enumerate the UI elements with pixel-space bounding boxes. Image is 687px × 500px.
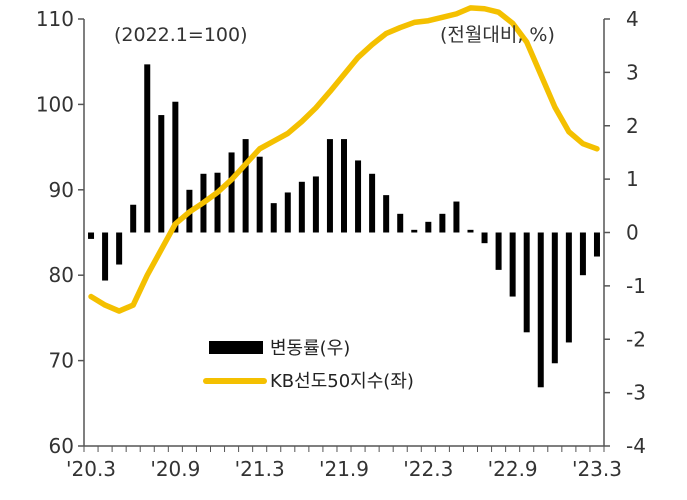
- bar: [537, 232, 544, 388]
- bar: [158, 115, 165, 233]
- bar: [341, 139, 347, 233]
- bar: [467, 229, 474, 233]
- bar: [439, 213, 446, 233]
- right-tick-label: 2: [626, 114, 639, 138]
- bar: [551, 232, 558, 364]
- bar: [130, 204, 137, 233]
- right-axis-ticks: -4 -3 -2 -1 0 1 2 3 4: [604, 7, 646, 458]
- bar: [270, 203, 277, 233]
- right-tick-label: -3: [626, 381, 646, 405]
- bar: [411, 229, 418, 233]
- bar: [481, 232, 488, 244]
- left-tick-label: 100: [36, 92, 74, 116]
- right-tick-label: 0: [626, 221, 639, 245]
- bar: [425, 221, 432, 233]
- legend-bar-label: 변동률(우): [270, 338, 350, 359]
- right-tick-label: 4: [626, 7, 639, 31]
- legend: 변동률(우) KB선도50지수(좌): [203, 338, 414, 392]
- left-axis-ticks: 60 70 80 90 100 110: [36, 7, 84, 458]
- bar: [284, 192, 291, 233]
- right-tick-label: 1: [626, 167, 639, 191]
- bar: [509, 232, 516, 297]
- bar: [355, 160, 362, 233]
- bar: [565, 232, 572, 343]
- bar: [453, 201, 460, 233]
- x-tick-label: '22.3: [403, 457, 453, 481]
- bar: [242, 139, 249, 233]
- x-tick-label: '21.9: [319, 457, 369, 481]
- x-axis-ticks: '20.3 '20.9 '21.3 '21.9 '22.3 '22.9 '23.3: [66, 446, 622, 481]
- bar: [144, 64, 151, 233]
- left-tick-label: 60: [49, 434, 74, 458]
- bar: [369, 173, 376, 233]
- right-tick-label: -4: [626, 434, 646, 458]
- left-tick-label: 110: [36, 7, 74, 31]
- bar: [383, 195, 390, 233]
- x-tick-label: '22.9: [488, 457, 538, 481]
- left-tick-label: 90: [49, 178, 74, 202]
- bar: [312, 176, 319, 233]
- right-tick-label: 3: [626, 60, 639, 84]
- line-series-layer: [88, 5, 600, 314]
- right-tick-label: -1: [626, 274, 646, 298]
- bar: [326, 139, 333, 233]
- bar: [298, 181, 305, 233]
- bar: [88, 232, 95, 239]
- bar: [116, 232, 123, 265]
- bar-series: [88, 64, 600, 388]
- bar: [214, 172, 221, 233]
- bar: [579, 232, 586, 276]
- bar: [397, 213, 404, 233]
- legend-bar-swatch: [209, 341, 263, 354]
- x-tick-label: '21.3: [235, 457, 285, 481]
- bar: [256, 156, 263, 233]
- note-right: (전월대비, %): [440, 24, 555, 46]
- legend-line-label: KB선도50지수(좌): [270, 371, 414, 392]
- bar: [228, 152, 235, 233]
- left-tick-label: 80: [49, 263, 74, 287]
- x-tick-label: '20.9: [150, 457, 200, 481]
- bar: [102, 232, 109, 281]
- note-left: (2022.1=100): [114, 24, 248, 46]
- x-tick-label: '20.3: [66, 457, 116, 481]
- bar: [523, 232, 530, 333]
- index-line: [88, 5, 600, 314]
- right-tick-label: -2: [626, 327, 646, 351]
- bar: [172, 101, 179, 233]
- bar: [495, 232, 502, 270]
- left-tick-label: 70: [49, 349, 74, 373]
- bar: [593, 232, 600, 257]
- x-tick-label: '23.3: [572, 457, 622, 481]
